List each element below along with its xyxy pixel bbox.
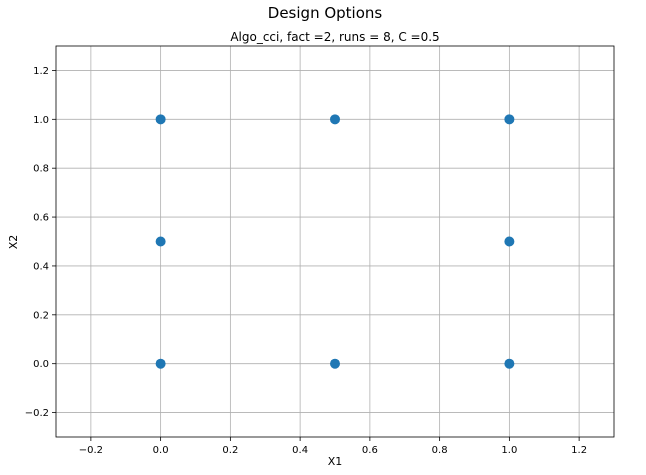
x-tick-label: 0.2 [222, 445, 238, 456]
chart-title: Algo_cci, fact =2, runs = 8, C =0.5 [230, 30, 439, 44]
x-tick-label: 1.0 [501, 445, 517, 456]
x-tick-label: 0.4 [292, 445, 308, 456]
data-point [504, 358, 515, 369]
y-tick-label: 1.2 [33, 66, 49, 77]
data-point [330, 358, 340, 369]
x-tick-label: 0.8 [432, 445, 448, 456]
y-tick-label: −0.2 [25, 408, 49, 419]
data-point [330, 114, 340, 125]
data-point [155, 114, 166, 125]
data-points [155, 114, 515, 369]
grid-lines [56, 46, 614, 437]
figure-suptitle: Design Options [268, 4, 383, 22]
y-tick-label: 0.2 [33, 310, 49, 321]
data-point [504, 236, 515, 247]
y-tick-label: 0.0 [33, 359, 49, 370]
plot-frame [55, 45, 615, 438]
x-tick-label: −0.2 [79, 445, 103, 456]
x-axis-ticks: −0.2 0.0 0.2 0.4 0.6 0.8 1.0 1.2 [79, 437, 587, 456]
y-tick-label: 0.8 [33, 164, 49, 175]
x-tick-label: 1.2 [571, 445, 587, 456]
x-tick-label: 0.6 [362, 445, 378, 456]
data-point [504, 114, 515, 125]
x-tick-label: 0.0 [153, 445, 169, 456]
y-axis-ticks: −0.2 0.0 0.2 0.4 0.6 0.8 1.0 1.2 [25, 66, 56, 419]
y-tick-label: 0.6 [33, 213, 49, 224]
x-axis-label: X1 [328, 455, 343, 468]
y-tick-label: 0.4 [33, 261, 49, 272]
y-axis-label: X2 [7, 235, 20, 250]
data-point [155, 236, 166, 247]
data-point [155, 358, 166, 369]
y-tick-label: 1.0 [33, 115, 49, 126]
